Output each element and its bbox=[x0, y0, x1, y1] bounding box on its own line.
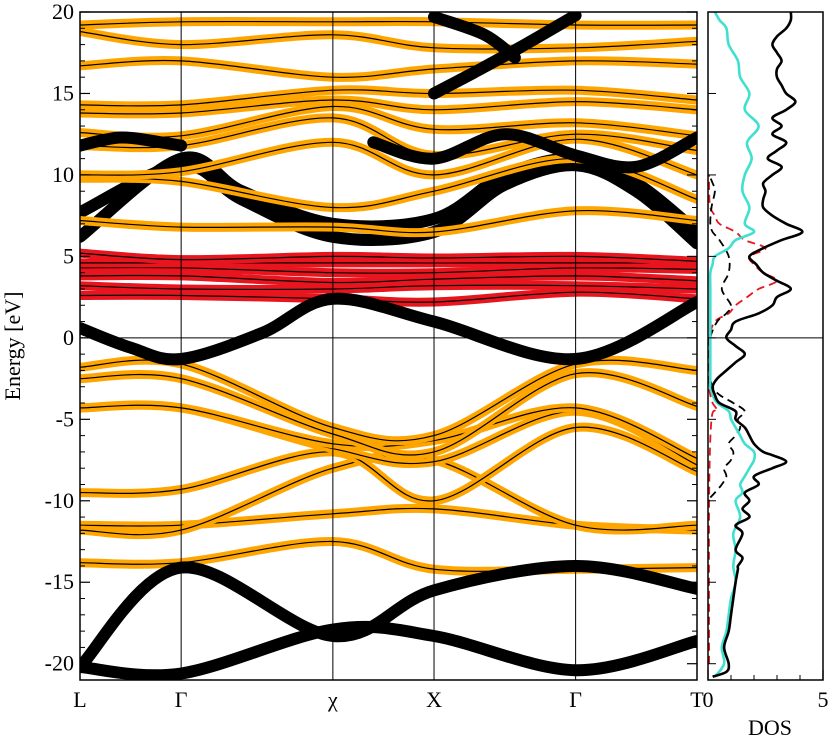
band-28 bbox=[80, 27, 697, 54]
band-line bbox=[80, 266, 697, 274]
band-line bbox=[80, 59, 697, 78]
band-24 bbox=[80, 101, 697, 142]
band-14 bbox=[80, 262, 697, 278]
band-32 bbox=[80, 131, 188, 152]
band-line bbox=[80, 20, 697, 26]
band-grid bbox=[80, 12, 697, 680]
band-line bbox=[433, 14, 576, 95]
band-11 bbox=[80, 287, 697, 307]
energy-tick-label: -20 bbox=[45, 651, 74, 676]
dos-tick-label: 0 bbox=[703, 687, 714, 712]
band-line bbox=[373, 133, 697, 168]
band-10 bbox=[80, 559, 697, 673]
band-17 bbox=[80, 292, 697, 366]
dos-curves bbox=[708, 12, 823, 678]
band-29 bbox=[80, 17, 697, 30]
band-20 bbox=[80, 206, 697, 238]
dos-curve-cyan bbox=[708, 12, 760, 678]
band-line bbox=[80, 99, 697, 115]
band-22 bbox=[80, 134, 697, 180]
dos-curve-black bbox=[711, 12, 804, 678]
band-9 bbox=[80, 620, 697, 680]
band-7 bbox=[80, 368, 697, 460]
k-point-label: X bbox=[426, 687, 442, 712]
band-6 bbox=[80, 400, 697, 463]
band-line bbox=[80, 31, 697, 50]
k-point-label: χ bbox=[327, 687, 338, 712]
band-line bbox=[80, 89, 697, 107]
band-marks bbox=[80, 12, 697, 680]
band-30 bbox=[428, 12, 582, 100]
energy-axis-ticks: -20 -15 -10 -5 0 5 10 15 20 bbox=[45, 0, 697, 681]
band-26 bbox=[80, 85, 697, 111]
energy-tick-label: 15 bbox=[52, 80, 74, 105]
k-point-label: L bbox=[73, 687, 86, 712]
band-line bbox=[80, 136, 182, 147]
energy-axis-label: Energy [eV] bbox=[0, 292, 25, 401]
band-line bbox=[80, 565, 697, 668]
energy-tick-label: 10 bbox=[52, 162, 74, 187]
band-line bbox=[80, 105, 697, 138]
k-point-label: Γ bbox=[569, 687, 582, 712]
energy-tick-label: 5 bbox=[63, 243, 74, 268]
band-16 bbox=[80, 248, 697, 266]
band-line bbox=[80, 209, 697, 234]
band-31 bbox=[428, 12, 521, 64]
band-line bbox=[80, 138, 697, 176]
band-line bbox=[80, 626, 697, 676]
energy-tick-label: -10 bbox=[45, 488, 74, 513]
band-25 bbox=[80, 95, 697, 119]
band-33 bbox=[367, 128, 697, 174]
band-weight-halo bbox=[80, 56, 697, 82]
band-line bbox=[433, 16, 516, 59]
band-line bbox=[80, 404, 697, 459]
energy-tick-label: 20 bbox=[52, 0, 74, 24]
dos-axis-label: DOS bbox=[748, 715, 792, 739]
dos-tick-label: 5 bbox=[818, 687, 829, 712]
band-line bbox=[80, 284, 697, 290]
band-plot-frame bbox=[79, 11, 698, 681]
energy-tick-label: -15 bbox=[45, 569, 74, 594]
band-27 bbox=[80, 56, 697, 82]
band-13 bbox=[80, 270, 697, 288]
dos-plot-frame bbox=[707, 11, 824, 681]
k-point-label: T bbox=[690, 687, 704, 712]
band-line bbox=[80, 252, 697, 262]
band-weight-halo bbox=[80, 292, 697, 366]
band-weight-halo bbox=[80, 287, 697, 307]
energy-tick-label: 0 bbox=[63, 325, 74, 350]
band-12 bbox=[80, 280, 697, 294]
band-line bbox=[80, 274, 697, 284]
energy-tick-label: -5 bbox=[56, 406, 74, 431]
k-point-label: Γ bbox=[175, 687, 188, 712]
band-line bbox=[80, 372, 697, 456]
dos-curve-dashed_red bbox=[708, 174, 778, 664]
